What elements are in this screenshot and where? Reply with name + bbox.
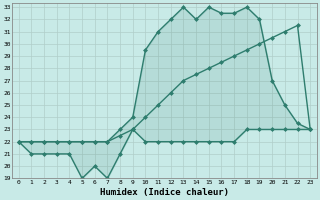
X-axis label: Humidex (Indice chaleur): Humidex (Indice chaleur) — [100, 188, 229, 197]
